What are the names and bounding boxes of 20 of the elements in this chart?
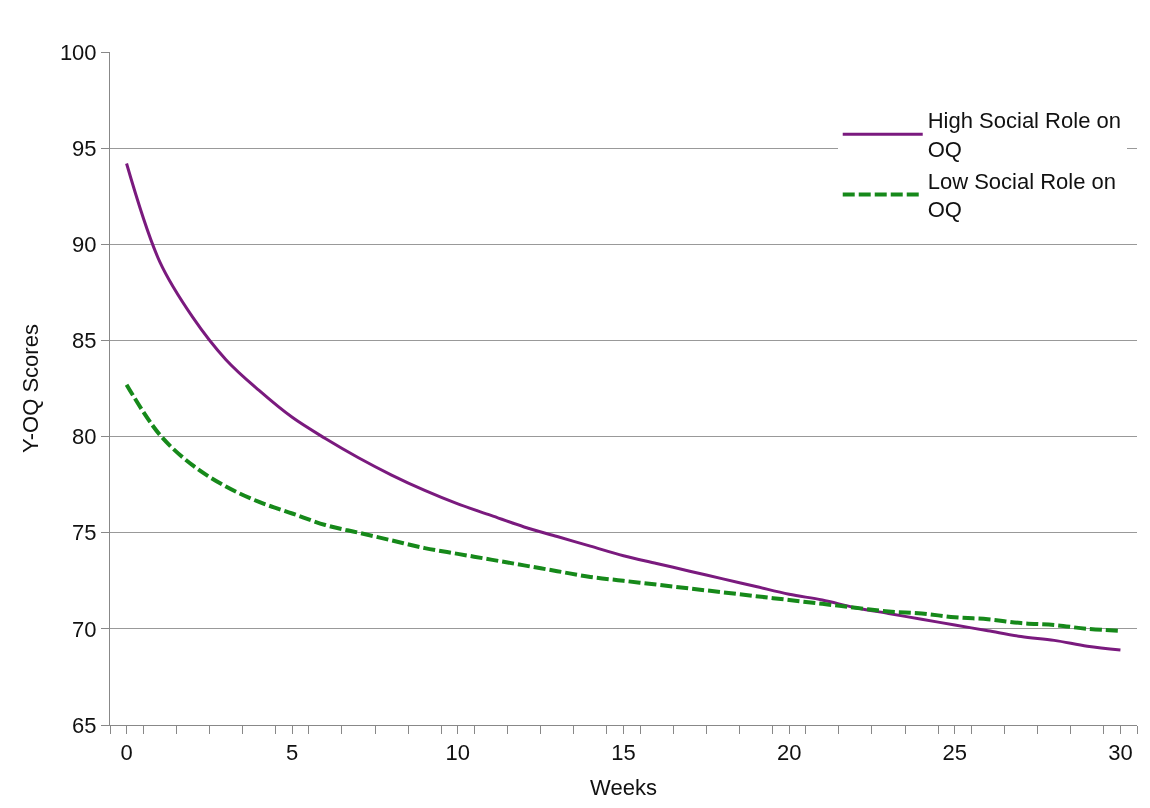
y-tick-label: 95 xyxy=(72,135,97,161)
y-tick-label: 90 xyxy=(72,231,97,257)
x-tick-label: 10 xyxy=(445,740,471,766)
x-tick-label: 25 xyxy=(942,740,968,766)
y-tick-label: 80 xyxy=(72,424,97,450)
y-tick-label: 65 xyxy=(72,712,97,738)
line-series xyxy=(125,162,1122,652)
x-tick-label: 0 xyxy=(120,740,133,766)
legend-label: High Social Role on OQ xyxy=(927,108,1121,163)
x-tick-label: 15 xyxy=(611,740,636,766)
x-tick-label: 5 xyxy=(286,740,299,766)
y-tick-label: 100 xyxy=(59,39,97,65)
x-tick-label: 20 xyxy=(776,740,802,766)
y-tick-label: 85 xyxy=(72,328,97,354)
y-tick-label: 70 xyxy=(72,616,97,642)
x-axis-title: Weeks xyxy=(590,775,657,801)
y-tick-label: 75 xyxy=(72,520,97,546)
y-axis-title: Y-OQ Scores xyxy=(17,324,43,453)
legend-label: Low Social Role on OQ xyxy=(927,168,1117,223)
x-tick-label: 30 xyxy=(1108,740,1133,766)
